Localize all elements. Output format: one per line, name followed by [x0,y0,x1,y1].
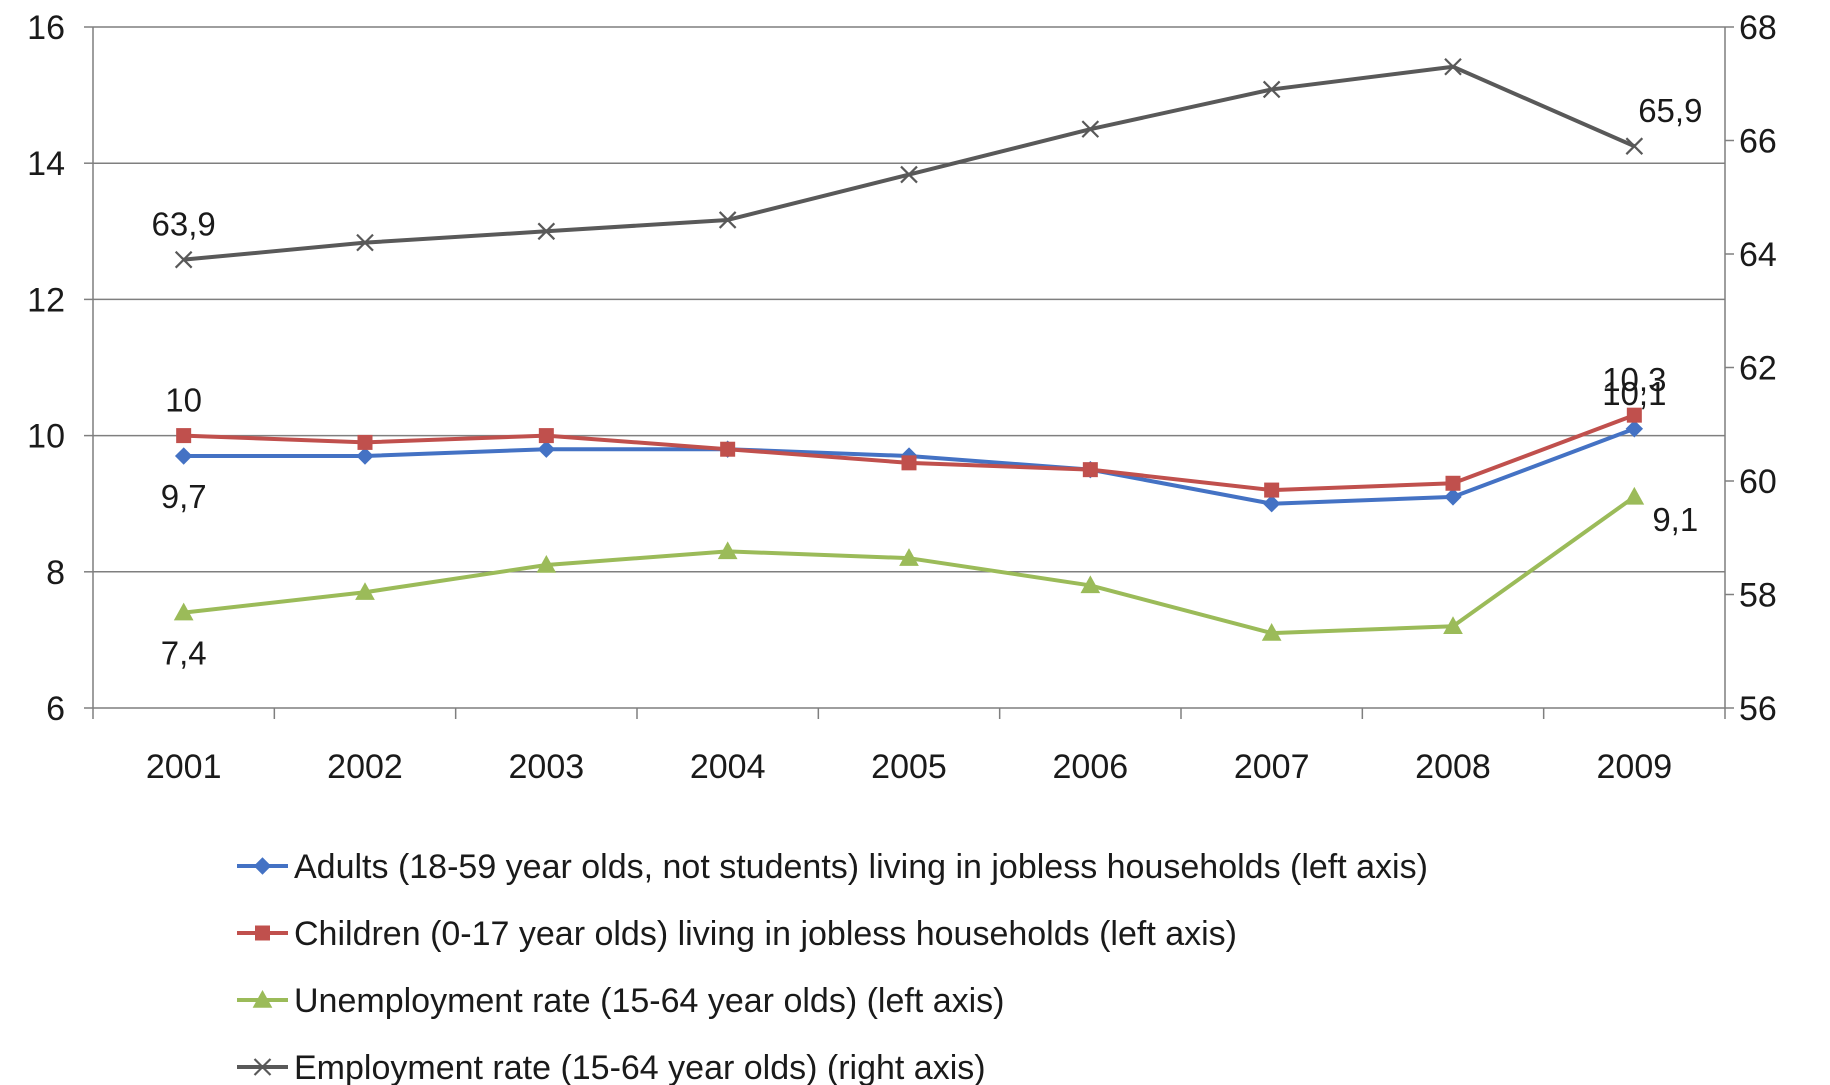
series-point [718,211,737,229]
data-label: 7,4 [161,635,207,672]
series-point [1624,486,1645,505]
series-point-stroke [900,165,918,184]
series-point [1625,420,1644,438]
series-point [1445,475,1461,491]
legend-marker [252,989,273,1008]
data-label: 10,3 [1602,361,1666,398]
series-point [901,455,917,471]
series-point [174,447,193,465]
series-point [1626,407,1642,423]
data-label: 65,9 [1638,92,1702,129]
series-point-stroke [1444,57,1462,76]
x-tick-label: 2005 [871,748,947,786]
series-point-stroke [537,222,556,241]
series-point-stroke [356,233,374,252]
series-2 [173,486,1645,641]
series-point [356,233,374,252]
series-point [1080,575,1101,594]
data-label: 9,7 [161,478,207,515]
series-point [1082,462,1098,478]
x-tick-label: 2007 [1234,748,1310,786]
legend: Adults (18-59 year olds, not students) l… [237,848,1428,1085]
x-tick-label: 2006 [1053,748,1129,786]
series-point-stroke [718,211,737,229]
series-point [1625,137,1644,155]
legend-marker-stroke [253,1058,272,1076]
series-point [538,428,554,444]
series-point [356,447,374,465]
series-point [1444,488,1462,506]
series-point [1262,494,1281,513]
legend-label: Employment rate (15-64 year olds) (right… [294,1049,986,1085]
series-point-stroke [1081,120,1100,138]
x-tick-label: 2001 [146,748,222,786]
series-point [1443,616,1463,634]
y-left-tick-label: 10 [27,418,65,456]
y-right-tick-label: 68 [1739,9,1777,47]
y-right-tick-label: 60 [1739,463,1777,501]
data-labels: 9,7 10,1 10 10,3 7,4 9,1 63,9 65,9 [152,92,1703,671]
y-right-tick-label: 66 [1739,123,1777,161]
x-tick-label: 2009 [1597,748,1673,786]
data-label: 9,1 [1652,501,1698,538]
legend-item: Children (0-17 year olds) living in jobl… [237,915,1237,953]
series-point [899,548,919,566]
legend-marker [253,1058,272,1076]
y-right-tick-label: 62 [1739,350,1777,388]
y-left-tick-label: 8 [46,554,65,592]
y-left-tick-label: 14 [27,145,65,183]
series-point [1261,623,1282,641]
series-point [1444,57,1462,76]
x-tick-label: 2002 [327,748,403,786]
series-point [1262,80,1281,99]
legend-item: Employment rate (15-64 year olds) (right… [237,1049,986,1085]
legend-item: Adults (18-59 year olds, not students) l… [237,848,1428,886]
series-point [720,441,736,457]
series-point [174,250,193,269]
series-point [717,541,738,560]
x-tick-label: 2008 [1415,748,1491,786]
series-point-stroke [1262,80,1281,99]
series-point-stroke [1625,137,1644,155]
y-left-tick-label: 12 [27,281,65,319]
series-point [1264,482,1280,498]
series-point [536,554,557,573]
y-left-tick-label: 6 [46,690,65,728]
series-point [537,440,556,458]
x-tick-label: 2003 [509,748,585,786]
series-1 [176,407,1642,498]
x-tick-label: 2004 [690,748,766,786]
legend-item: Unemployment rate (15-64 year olds) (lef… [237,982,1005,1020]
data-label: 10,1 [1602,375,1666,412]
y-right-tick-label: 58 [1739,577,1777,615]
data-label: 10 [165,382,202,419]
legend-marker [255,925,270,941]
series-3 [174,57,1644,269]
series-point [176,428,192,444]
series-point-stroke [174,250,193,269]
legend-label: Adults (18-59 year olds, not students) l… [294,848,1428,886]
series-point [173,602,194,621]
series-point [1081,120,1100,138]
series-point [357,434,373,450]
y-right-tick-label: 64 [1739,236,1777,274]
data-label: 63,9 [152,206,216,243]
series-point [900,165,918,184]
legend-marker [253,857,272,875]
series-point [355,582,375,600]
gridlines [93,26,1725,573]
legend-label: Children (0-17 year olds) living in jobl… [294,915,1237,953]
legend-label: Unemployment rate (15-64 year olds) (lef… [294,982,1005,1020]
y-right-tick-label: 56 [1739,690,1777,728]
series-lines [173,57,1645,641]
series-point [537,222,556,241]
y-left-tick-label: 16 [27,9,65,47]
